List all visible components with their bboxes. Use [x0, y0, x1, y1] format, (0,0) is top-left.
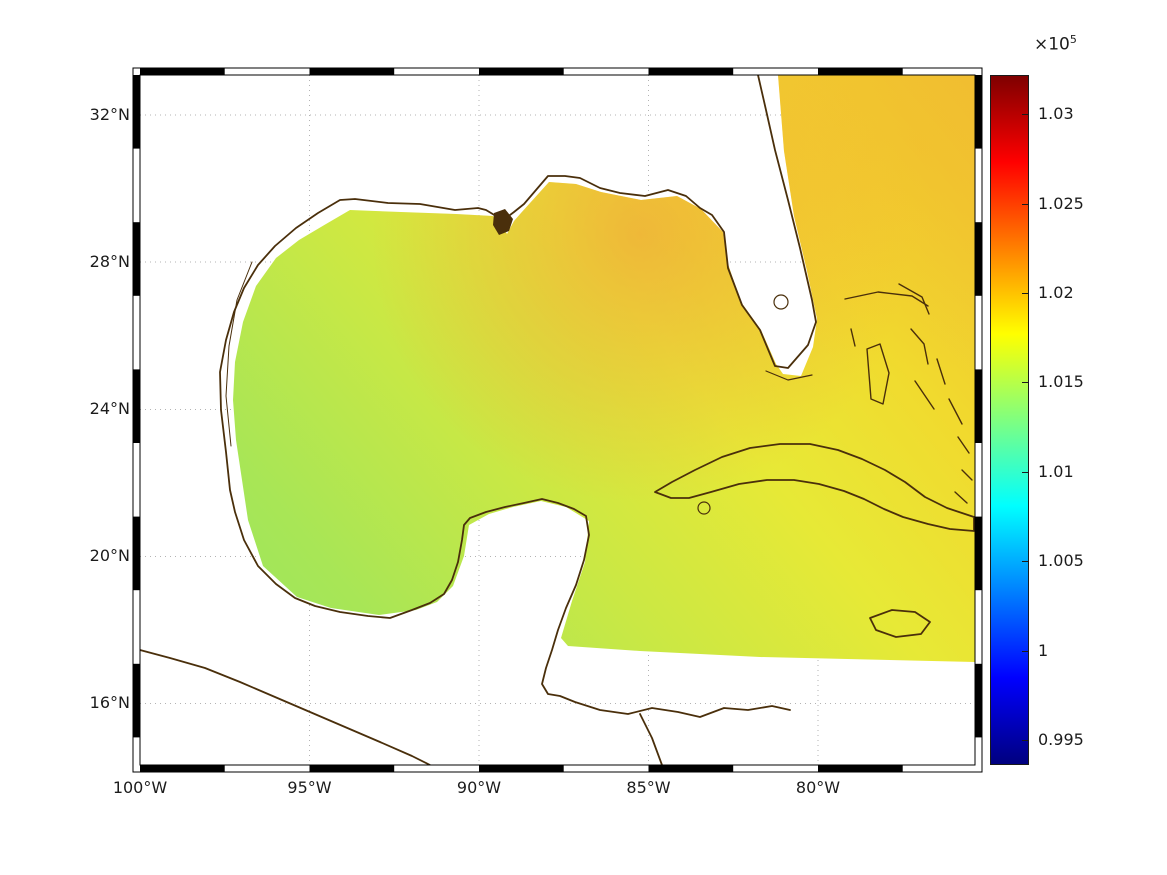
coastline-pacific — [139, 649, 431, 766]
colorbar-tick-label: 1.005 — [1038, 551, 1084, 570]
colorbar-multiplier: ×105 — [1034, 33, 1077, 55]
zebra-frame — [132, 67, 983, 773]
colorbar-tick-label: 1.03 — [1038, 104, 1074, 123]
colorbar-tick-label: 1 — [1038, 641, 1049, 660]
coastline-cuba — [654, 443, 975, 532]
x-tick-label: 80°W — [795, 778, 841, 797]
y-tick-label: 16°N — [89, 693, 130, 712]
colorbar-tick-label: 1.015 — [1038, 372, 1084, 391]
colorbar-tick — [1022, 561, 1028, 562]
x-tick-label: 95°W — [287, 778, 332, 797]
colorbar-tick — [1022, 651, 1028, 652]
y-tick-label: 32°N — [89, 105, 130, 124]
colorbar-tick-label: 0.995 — [1038, 730, 1084, 749]
y-tick-label: 24°N — [89, 399, 130, 418]
colorbar-tick — [1022, 293, 1028, 294]
coastline-mainland — [219, 74, 817, 718]
coastlines — [139, 74, 975, 766]
colorbar-tick-label: 1.02 — [1038, 283, 1074, 302]
x-tick-label: 90°W — [456, 778, 502, 797]
y-tick-label: 28°N — [89, 252, 130, 271]
coastline-central-america — [639, 713, 663, 766]
colorbar-tick — [1022, 472, 1028, 473]
colorbar-multiplier-exponent: 5 — [1069, 33, 1077, 46]
x-tick-label: 100°W — [112, 778, 168, 797]
coastline-barrier-islands — [225, 261, 253, 447]
colorbar-multiplier-base: ×10 — [1034, 34, 1070, 55]
bahamas-islands — [844, 283, 973, 504]
colorbar-tick — [1022, 382, 1028, 383]
colorbar-tick — [1022, 114, 1028, 115]
colorbar-tick-label: 1.01 — [1038, 462, 1074, 481]
mississippi-delta — [493, 209, 513, 235]
y-tick-label: 20°N — [89, 546, 130, 565]
colorbar-tick-label: 1.025 — [1038, 194, 1084, 213]
lake-okeechobee — [773, 294, 789, 310]
florida-keys — [765, 370, 813, 381]
colorbar-tick — [1022, 740, 1028, 741]
colorbar — [990, 75, 1029, 765]
x-tick-label: 85°W — [626, 778, 671, 797]
isla-juventud — [697, 501, 711, 515]
coastline-jamaica — [869, 609, 931, 638]
colorbar-tick — [1022, 204, 1028, 205]
